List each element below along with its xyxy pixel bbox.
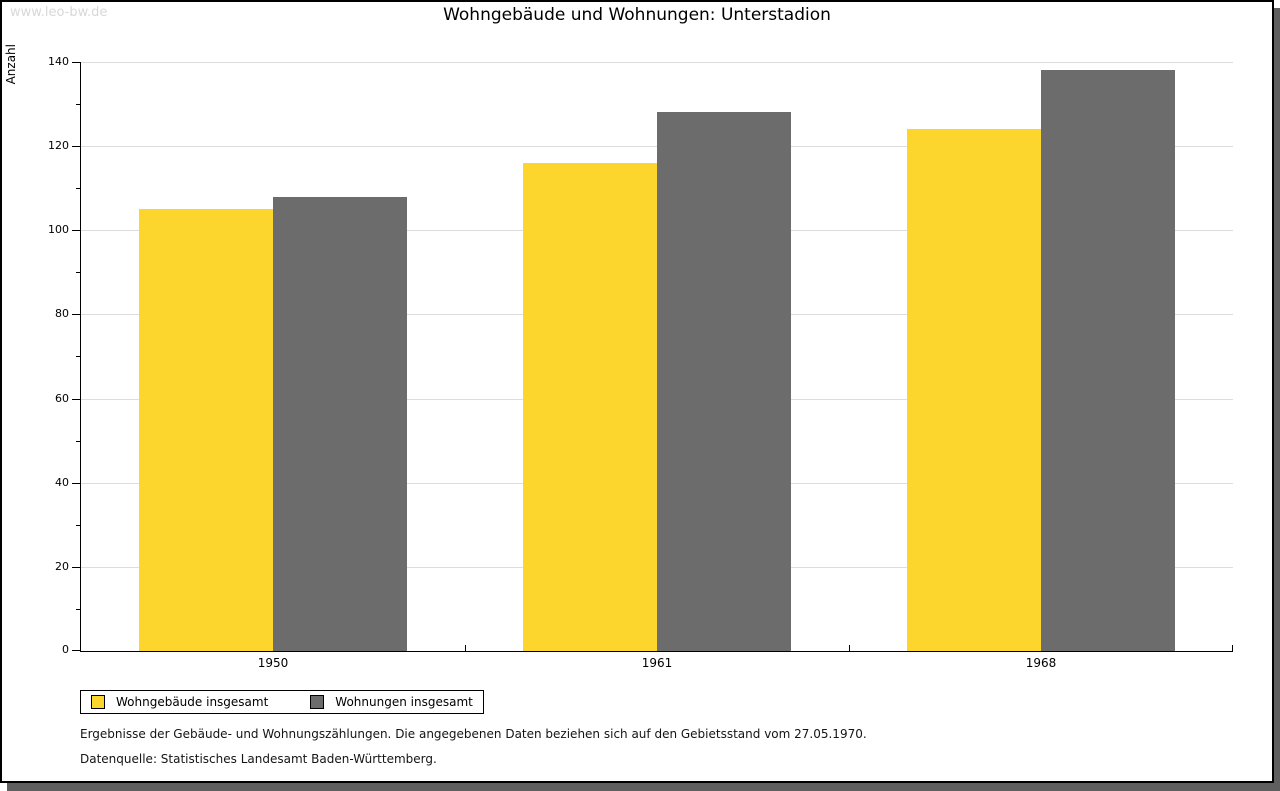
y-axis-label-140: 140 xyxy=(48,55,69,68)
x-axis-label-1961: 1961 xyxy=(641,656,673,670)
y-axis-label-60: 60 xyxy=(55,392,69,405)
legend-label-0: Wohngebäude insgesamt xyxy=(116,695,269,709)
y-axis-tick-130 xyxy=(76,104,80,105)
y-axis-tick-30 xyxy=(76,525,80,526)
x-axis-label-1968: 1968 xyxy=(1025,656,1057,670)
legend-swatch-1 xyxy=(310,695,325,709)
y-axis-tick-90 xyxy=(76,272,80,273)
y-axis-label-20: 20 xyxy=(55,560,69,573)
y-axis-label-120: 120 xyxy=(48,139,69,152)
bar-1968-series-1 xyxy=(1041,70,1175,651)
bar-1968-series-0 xyxy=(907,129,1041,651)
bar-1961-series-0 xyxy=(523,163,657,651)
footnote-data-source: Datenquelle: Statistisches Landesamt Bad… xyxy=(80,752,437,766)
chart-title: Wohngebäude und Wohnungen: Unterstadion xyxy=(443,5,831,25)
y-axis-title: Anzahl xyxy=(4,44,18,85)
legend-label-1: Wohnungen insgesamt xyxy=(335,695,473,709)
y-axis-tick-20 xyxy=(72,567,80,568)
y-axis-tick-70 xyxy=(76,356,80,357)
bar-1961-series-1 xyxy=(657,112,791,651)
footnote-source-note: Ergebnisse der Gebäude- und Wohnungszähl… xyxy=(80,727,867,741)
legend-box: Wohngebäude insgesamt Wohnungen insgesamt xyxy=(80,690,484,714)
y-axis-tick-120 xyxy=(72,146,80,147)
y-axis-tick-40 xyxy=(72,483,80,484)
x-axis-tick-2 xyxy=(849,645,850,651)
y-axis-tick-60 xyxy=(72,399,80,400)
y-axis-tick-140 xyxy=(72,62,80,63)
y-axis-tick-0 xyxy=(72,650,80,651)
x-axis-tick-1 xyxy=(465,645,466,651)
gridline-y-140 xyxy=(81,62,1233,63)
plot-area: 0 20 40 60 80 100 120 140 1950 1961 1968 xyxy=(48,55,1233,670)
bar-1950-series-1 xyxy=(273,197,407,651)
y-axis-tick-100 xyxy=(72,230,80,231)
legend-item-0: Wohngebäude insgesamt xyxy=(91,695,268,709)
y-axis-tick-10 xyxy=(76,609,80,610)
bar-1950-series-0 xyxy=(139,209,273,651)
y-axis-label-100: 100 xyxy=(48,223,69,236)
y-axis-tick-50 xyxy=(76,441,80,442)
y-axis-label-0: 0 xyxy=(62,643,69,656)
x-axis-tick-3 xyxy=(1232,645,1233,651)
y-axis-tick-80 xyxy=(72,314,80,315)
watermark-text: www.leo-bw.de xyxy=(10,5,108,20)
legend-swatch-0 xyxy=(91,695,105,709)
legend-item-1: Wohnungen insgesamt xyxy=(310,695,473,709)
y-axis-label-80: 80 xyxy=(55,307,69,320)
y-axis-tick-110 xyxy=(76,188,80,189)
y-axis-label-40: 40 xyxy=(55,476,69,489)
x-axis-label-1950: 1950 xyxy=(257,656,289,670)
